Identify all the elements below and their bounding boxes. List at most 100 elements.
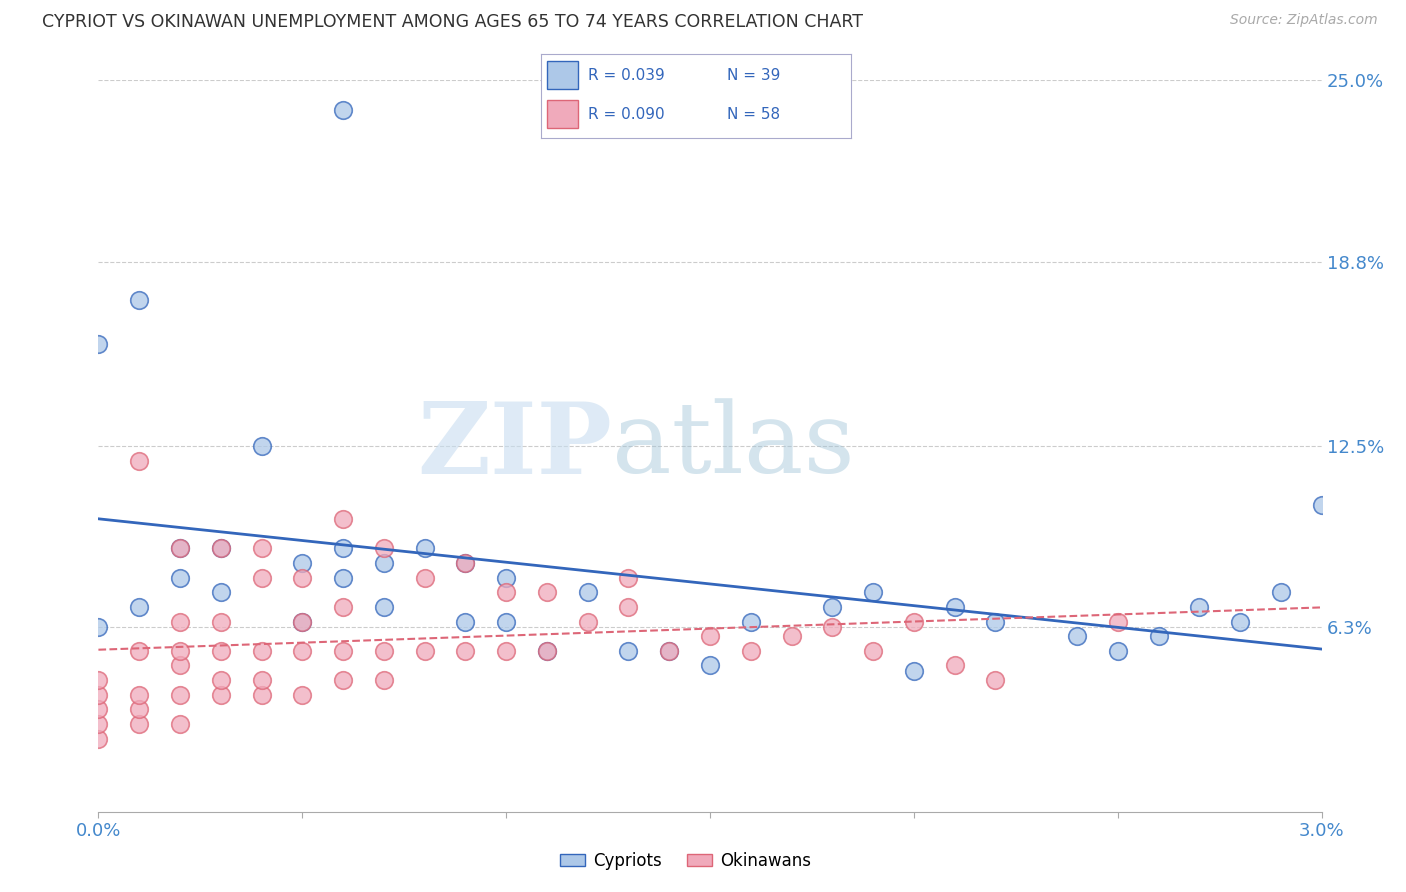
Point [658, 644, 681, 658]
Point [821, 599, 844, 614]
Point [373, 541, 395, 556]
Point [536, 644, 558, 658]
Point [250, 688, 273, 702]
Point [862, 644, 884, 658]
Point [87, 717, 110, 731]
Point [740, 644, 762, 658]
Text: CYPRIOT VS OKINAWAN UNEMPLOYMENT AMONG AGES 65 TO 74 YEARS CORRELATION CHART: CYPRIOT VS OKINAWAN UNEMPLOYMENT AMONG A… [42, 13, 863, 31]
Point [169, 717, 191, 731]
Point [128, 717, 150, 731]
Point [1107, 644, 1129, 658]
Point [617, 644, 640, 658]
Point [87, 688, 110, 702]
Point [128, 644, 150, 658]
Point [536, 585, 558, 599]
Text: ZIP: ZIP [418, 398, 612, 494]
Point [699, 658, 721, 673]
Point [1229, 615, 1251, 629]
Point [209, 585, 232, 599]
Text: N = 58: N = 58 [727, 107, 780, 121]
Point [1107, 615, 1129, 629]
Point [454, 644, 477, 658]
Point [169, 658, 191, 673]
Point [169, 541, 191, 556]
Point [658, 644, 681, 658]
Point [128, 293, 150, 307]
Point [128, 599, 150, 614]
Point [209, 688, 232, 702]
Point [413, 644, 436, 658]
Point [128, 702, 150, 716]
Point [169, 541, 191, 556]
Point [291, 688, 314, 702]
Point [984, 673, 1007, 687]
Point [495, 644, 517, 658]
Point [332, 541, 354, 556]
FancyBboxPatch shape [547, 100, 578, 128]
Point [821, 620, 844, 634]
Point [209, 541, 232, 556]
Point [291, 571, 314, 585]
Point [943, 658, 966, 673]
Point [87, 336, 110, 351]
Point [1310, 498, 1333, 512]
Point [209, 644, 232, 658]
Point [495, 615, 517, 629]
Point [536, 644, 558, 658]
Point [332, 673, 354, 687]
Point [332, 599, 354, 614]
Point [454, 615, 477, 629]
Point [1147, 629, 1170, 643]
Point [576, 615, 599, 629]
Point [943, 599, 966, 614]
Point [1270, 585, 1292, 599]
Point [87, 620, 110, 634]
Point [209, 615, 232, 629]
Point [332, 571, 354, 585]
Point [413, 571, 436, 585]
Point [128, 688, 150, 702]
Point [495, 571, 517, 585]
Point [87, 673, 110, 687]
Point [454, 556, 477, 570]
Point [250, 439, 273, 453]
Point [291, 644, 314, 658]
Point [169, 571, 191, 585]
Point [373, 599, 395, 614]
Point [373, 644, 395, 658]
Point [373, 673, 395, 687]
Point [169, 688, 191, 702]
Legend: Cypriots, Okinawans: Cypriots, Okinawans [553, 846, 818, 877]
Point [576, 585, 599, 599]
Text: R = 0.090: R = 0.090 [588, 107, 664, 121]
FancyBboxPatch shape [547, 62, 578, 89]
Point [128, 453, 150, 467]
Point [740, 615, 762, 629]
Point [250, 541, 273, 556]
Point [291, 615, 314, 629]
Point [169, 615, 191, 629]
Point [209, 673, 232, 687]
Point [250, 673, 273, 687]
Point [332, 103, 354, 117]
Point [332, 512, 354, 526]
Text: Source: ZipAtlas.com: Source: ZipAtlas.com [1230, 13, 1378, 28]
Point [373, 556, 395, 570]
Point [862, 585, 884, 599]
Point [413, 541, 436, 556]
Point [699, 629, 721, 643]
Text: R = 0.039: R = 0.039 [588, 68, 665, 83]
Point [984, 615, 1007, 629]
Point [291, 615, 314, 629]
Point [617, 571, 640, 585]
Point [495, 585, 517, 599]
Point [780, 629, 803, 643]
Point [169, 644, 191, 658]
Point [87, 731, 110, 746]
Point [209, 541, 232, 556]
Text: N = 39: N = 39 [727, 68, 780, 83]
Text: atlas: atlas [612, 398, 855, 494]
Point [454, 556, 477, 570]
Point [1066, 629, 1088, 643]
Point [291, 556, 314, 570]
